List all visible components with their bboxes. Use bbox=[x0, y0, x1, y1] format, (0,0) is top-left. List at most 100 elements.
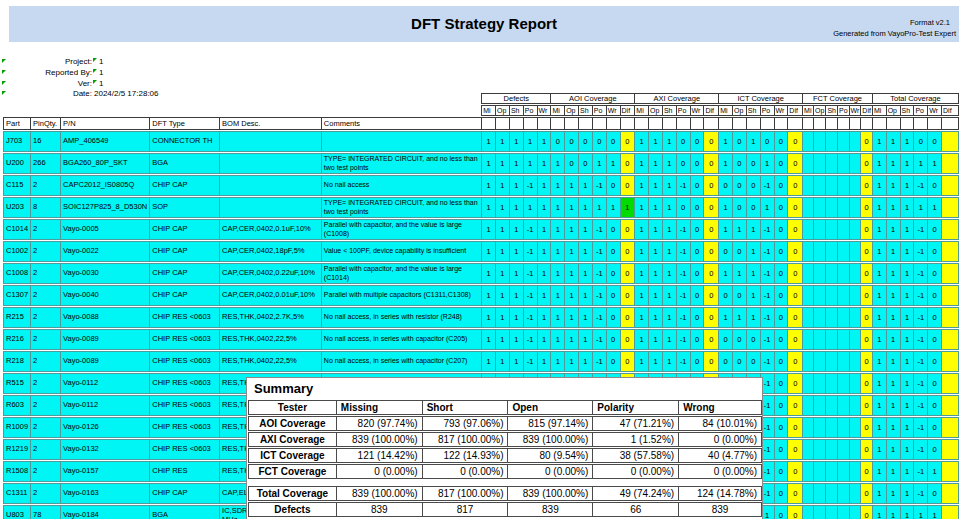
matrix-cell bbox=[849, 307, 861, 328]
matrix-cell: 0 bbox=[606, 285, 620, 306]
matrix-cell: 1 bbox=[886, 417, 900, 438]
dif-cell: 0 bbox=[860, 505, 872, 519]
dif-cell: 0 bbox=[787, 351, 802, 372]
matrix-cell: 1 bbox=[872, 307, 886, 328]
comment-cell: No nail access, in series with capacitor… bbox=[321, 329, 481, 350]
dif-cell: 0 bbox=[620, 241, 635, 262]
matrix-cell: -1 bbox=[760, 285, 774, 306]
matrix-cell bbox=[813, 439, 825, 460]
matrix-cell: 1 bbox=[913, 505, 927, 519]
dif-cell bbox=[941, 197, 959, 218]
matrix-cell: -1 bbox=[913, 263, 927, 284]
matrix-cell: 1 bbox=[550, 175, 564, 196]
subcolumn-header: Po bbox=[592, 105, 606, 116]
pn-cell: Vayo-0112 bbox=[60, 373, 149, 394]
matrix-cell: 1 bbox=[509, 197, 523, 218]
column-header-row: PartPinQty.P/NDFT TypeBOM Desc.Comments bbox=[3, 117, 959, 130]
dif-cell bbox=[941, 329, 959, 350]
dif-cell bbox=[941, 263, 959, 284]
matrix-cell: 1 bbox=[564, 285, 578, 306]
dft-type-cell: CHIP RES <0603 bbox=[149, 307, 219, 328]
matrix-cell: 1 bbox=[900, 241, 914, 262]
summary-row: FCT Coverage0 (0.00%)0 (0.00%)0 (0.00%)0… bbox=[248, 464, 762, 479]
matrix-cell bbox=[837, 483, 849, 504]
matrix-cell: 1 bbox=[495, 285, 509, 306]
matrix-cell: -1 bbox=[760, 263, 774, 284]
summary-value-cell: 0 (0.00%) bbox=[592, 464, 678, 479]
dif-cell: 0 bbox=[860, 175, 872, 196]
matrix-cell bbox=[813, 307, 825, 328]
dif-cell: 0 bbox=[860, 329, 872, 350]
matrix-cell: 1 bbox=[872, 241, 886, 262]
matrix-cell: 1 bbox=[648, 241, 662, 262]
part-cell: U200 bbox=[3, 153, 30, 174]
dif-cell: 0 bbox=[620, 329, 635, 350]
matrix-cell: 0 bbox=[774, 153, 788, 174]
matrix-cell: 1 bbox=[900, 439, 914, 460]
matrix-cell: 1 bbox=[634, 263, 648, 284]
matrix-header-cell bbox=[718, 117, 732, 130]
matrix-cell: 0 bbox=[927, 219, 941, 240]
part-cell: R1009 bbox=[3, 417, 30, 438]
matrix-cell: 1 bbox=[718, 263, 732, 284]
summary-value-cell: 122 (14.93%) bbox=[422, 448, 508, 463]
comment-cell: TYPE= INTEGRATED CIRCUIT, and no less th… bbox=[321, 197, 481, 218]
dif-cell: 0 bbox=[787, 153, 802, 174]
matrix-cell: 1 bbox=[900, 417, 914, 438]
matrix-cell: 1 bbox=[732, 307, 746, 328]
matrix-cell: 0 bbox=[550, 131, 564, 152]
matrix-cell: -1 bbox=[760, 219, 774, 240]
matrix-cell: 1 bbox=[578, 197, 592, 218]
summary-total-row: Total Coverage839 (100.00%)817 (100.00%)… bbox=[248, 486, 762, 501]
matrix-cell: 0 bbox=[927, 483, 941, 504]
matrix-cell: 0 bbox=[718, 285, 732, 306]
matrix-cell: 0 bbox=[746, 175, 760, 196]
meta-value: 1 bbox=[99, 79, 103, 88]
part-cell: U203 bbox=[3, 197, 30, 218]
summary-table: TesterMissingShortOpenPolarityWrongAOI C… bbox=[248, 399, 762, 518]
matrix-cell: 0 bbox=[927, 329, 941, 350]
matrix-cell: 1 bbox=[550, 285, 564, 306]
header-spacer bbox=[3, 93, 481, 104]
subcolumn-header: Wr bbox=[690, 105, 704, 116]
matrix-cell: 1 bbox=[634, 241, 648, 262]
pinqty-cell: 2 bbox=[30, 395, 60, 416]
matrix-cell: 0 bbox=[732, 351, 746, 372]
matrix-cell bbox=[813, 417, 825, 438]
matrix-cell: 1 bbox=[886, 307, 900, 328]
matrix-cell bbox=[825, 329, 837, 350]
subcolumn-header: Sh bbox=[825, 105, 837, 116]
meta-row: Ver:1 bbox=[0, 79, 320, 90]
matrix-cell: 1 bbox=[648, 131, 662, 152]
part-cell: J703 bbox=[3, 131, 30, 152]
matrix-cell: 1 bbox=[913, 197, 927, 218]
dif-cell: 0 bbox=[860, 461, 872, 482]
summary-value-cell: 40 (4.77%) bbox=[678, 448, 762, 463]
matrix-cell: -1 bbox=[523, 241, 537, 262]
dif-cell: 0 bbox=[620, 175, 635, 196]
matrix-cell bbox=[837, 153, 849, 174]
matrix-cell: 0 bbox=[927, 439, 941, 460]
pinqty-cell: 2 bbox=[30, 461, 60, 482]
summary-row: AOI Coverage820 (97.74%)793 (97.06%)815 … bbox=[248, 416, 762, 431]
matrix-cell: 0 bbox=[676, 153, 690, 174]
matrix-cell bbox=[813, 285, 825, 306]
dif-cell: 0 bbox=[703, 285, 718, 306]
matrix-cell: 1 bbox=[495, 241, 509, 262]
matrix-cell: 1 bbox=[648, 285, 662, 306]
matrix-cell bbox=[825, 439, 837, 460]
matrix-cell: 1 bbox=[886, 505, 900, 519]
matrix-cell: 1 bbox=[760, 197, 774, 218]
dif-cell: 0 bbox=[860, 483, 872, 504]
dif-cell: 0 bbox=[703, 329, 718, 350]
pn-cell: Vayo-0126 bbox=[60, 417, 149, 438]
matrix-cell: -1 bbox=[913, 373, 927, 394]
matrix-cell bbox=[849, 351, 861, 372]
matrix-cell bbox=[849, 197, 861, 218]
subcolumn-header: Mi bbox=[550, 105, 564, 116]
summary-value-cell: 0 (0.00%) bbox=[336, 464, 422, 479]
matrix-cell: 0 bbox=[774, 505, 788, 519]
matrix-cell: 1 bbox=[662, 131, 676, 152]
matrix-cell: 1 bbox=[481, 153, 495, 174]
matrix-cell: 1 bbox=[662, 351, 676, 372]
